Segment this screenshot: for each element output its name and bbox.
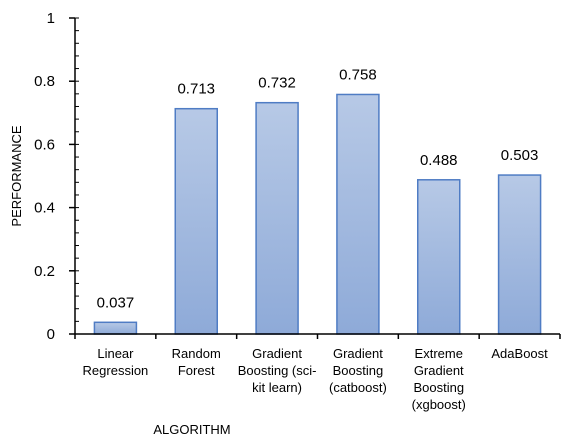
data-label-2: 0.732 bbox=[258, 75, 296, 92]
y-tick-label-4: 0.8 bbox=[34, 73, 55, 90]
bar-2 bbox=[255, 101, 299, 335]
y-tick-label-5: 1 bbox=[47, 10, 55, 27]
y-axis-title: PERFORMANCE bbox=[9, 125, 24, 226]
category-label-3-line-2: (catboost) bbox=[329, 380, 387, 395]
category-label-2-line-2: kit learn) bbox=[252, 380, 302, 395]
category-label-5-line-0: AdaBoost bbox=[491, 346, 548, 361]
category-label-2-line-0: Gradient bbox=[252, 346, 302, 361]
category-label-2-line-1: Boosting (sci- bbox=[238, 363, 317, 378]
category-label-3-line-0: Gradient bbox=[333, 346, 383, 361]
category-label-0-line-0: Linear bbox=[97, 346, 134, 361]
category-label-3: Gradient Boosting (catboost) bbox=[329, 346, 387, 395]
bar-4 bbox=[417, 179, 461, 335]
category-label-4-line-2: Boosting bbox=[413, 380, 464, 395]
data-label-3: 0.758 bbox=[339, 66, 377, 83]
bar-0 bbox=[93, 321, 138, 335]
axes-layer bbox=[69, 17, 561, 339]
category-label-5: AdaBoost bbox=[491, 346, 548, 361]
y-tick-label-3: 0.6 bbox=[34, 136, 55, 153]
category-label-4: Extreme Gradient Boosting (xgboost) bbox=[412, 346, 466, 412]
category-label-1: Random Forest bbox=[172, 346, 221, 378]
category-label-3-line-1: Boosting bbox=[333, 363, 384, 378]
y-tick-label-0: 0 bbox=[47, 326, 55, 343]
category-label-4-line-3: (xgboost) bbox=[412, 397, 466, 412]
data-label-1: 0.713 bbox=[177, 81, 215, 98]
category-label-0-line-1: Regression bbox=[83, 363, 149, 378]
bar-5 bbox=[497, 174, 542, 335]
category-label-0: Linear Regression bbox=[83, 346, 149, 378]
category-label-2: Gradient Boosting (sci-kit learn) bbox=[238, 346, 317, 395]
category-label-4-line-0: Extreme bbox=[415, 346, 463, 361]
category-label-1-line-0: Random bbox=[172, 346, 221, 361]
x-axis-title: ALGORITHM bbox=[153, 422, 230, 437]
labels-layer: 0.037 Linear Regression 0.713 Random Forest 0.… bbox=[34, 10, 548, 412]
y-tick-label-2: 0.4 bbox=[34, 200, 55, 217]
data-label-0: 0.037 bbox=[97, 294, 135, 311]
bars-layer bbox=[93, 93, 542, 335]
bar-3 bbox=[336, 93, 380, 335]
category-label-4-line-1: Gradient bbox=[414, 363, 464, 378]
data-label-4: 0.488 bbox=[420, 152, 458, 169]
category-label-1-line-1: Forest bbox=[178, 363, 215, 378]
data-label-5: 0.503 bbox=[501, 147, 539, 164]
y-tick-label-1: 0.2 bbox=[34, 263, 55, 280]
bar-1 bbox=[174, 107, 218, 335]
